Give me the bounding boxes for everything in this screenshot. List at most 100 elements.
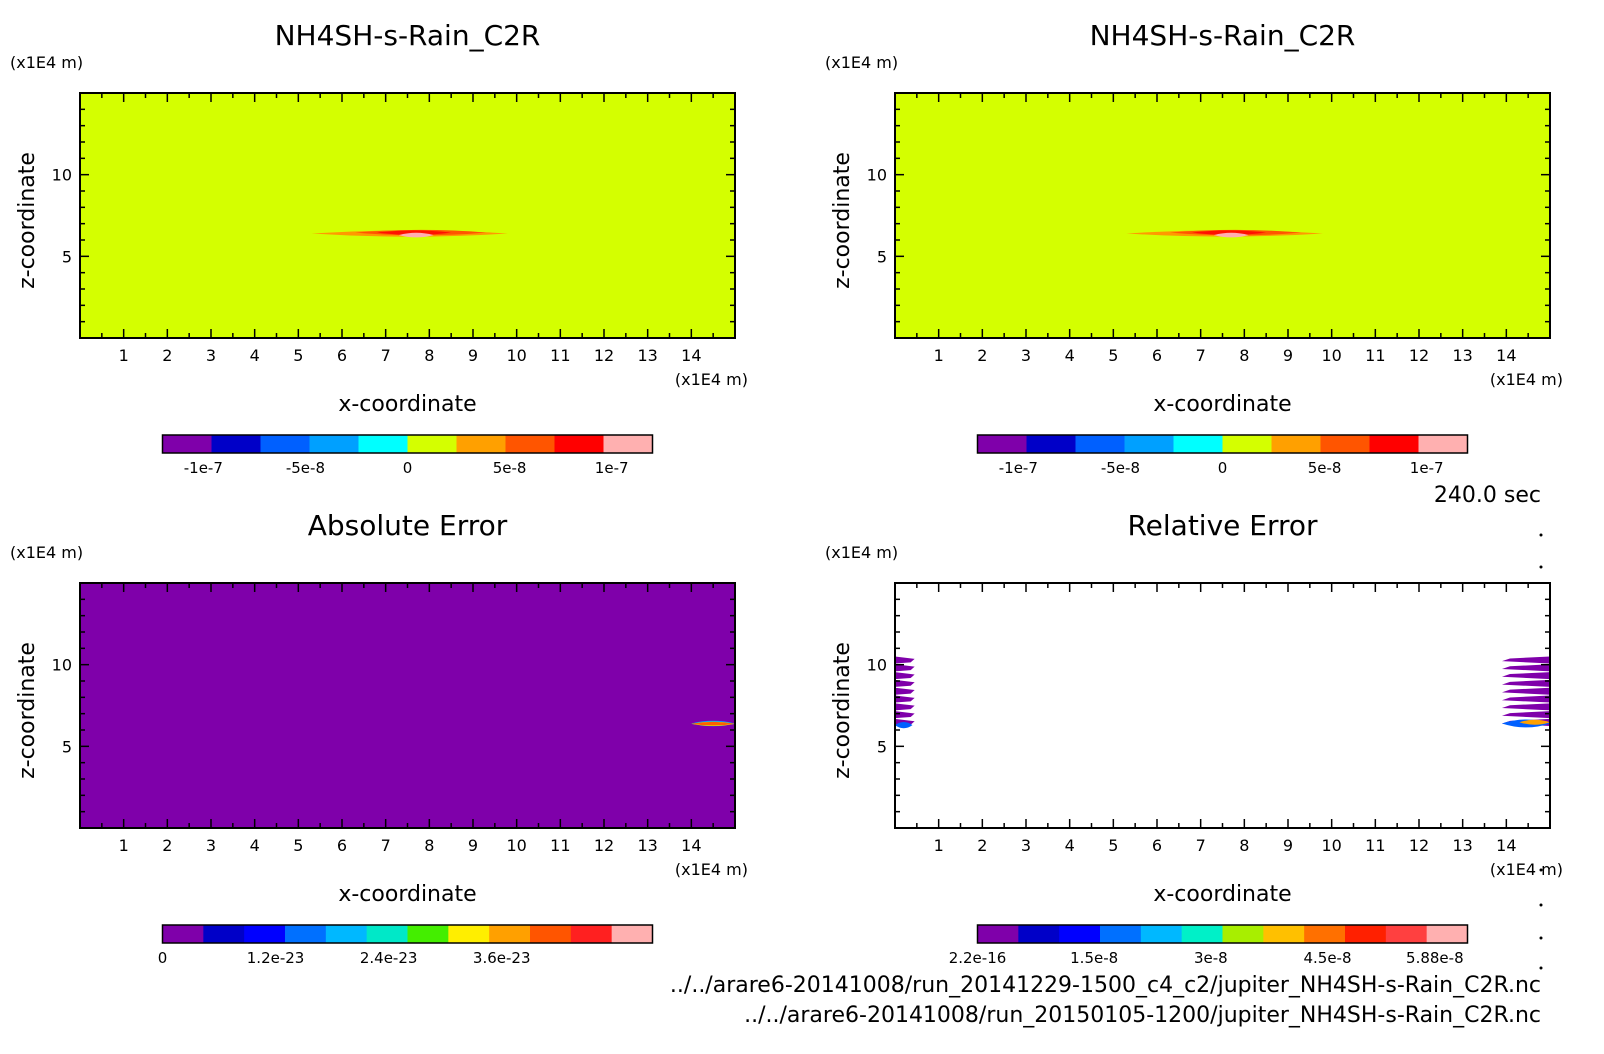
x-tick-label: 5: [293, 346, 303, 365]
y-axis-label: z-coordinate: [15, 642, 40, 779]
colorbar-segment: [977, 435, 1027, 453]
x-axis-label: x-coordinate: [338, 392, 476, 417]
marker-dot: [1539, 966, 1543, 970]
contour-band: [1501, 672, 1550, 680]
y-unit-label: (x1E4 m): [10, 543, 83, 562]
field-background: [895, 583, 1550, 828]
contour-band: [895, 664, 915, 672]
colorbar-frame: [161, 924, 654, 944]
colorbar-segment: [1018, 925, 1060, 943]
x-tick-label: 13: [637, 346, 657, 365]
contour-band: [1501, 656, 1550, 664]
colorbar-segment: [611, 925, 653, 943]
x-tick-label: 14: [681, 836, 701, 855]
x-tick-label: 4: [1065, 836, 1075, 855]
contour-band: [1519, 719, 1550, 725]
panel-title: NH4SH-s-Rain_C2R: [275, 19, 541, 52]
colorbar-frame: [976, 924, 1469, 944]
x-tick-label: 12: [594, 346, 614, 365]
colorbar-tick-label: -1e-7: [184, 459, 223, 477]
x-tick-label: 6: [337, 836, 347, 855]
colorbar-segment: [977, 925, 1019, 943]
x-tick-label: 2: [162, 346, 172, 365]
x-tick-label: 13: [1452, 346, 1472, 365]
colorbar-segment: [162, 435, 212, 453]
x-tick-label: 5: [1108, 836, 1118, 855]
panel-title: NH4SH-s-Rain_C2R: [1090, 19, 1356, 52]
x-tick-label: 12: [1409, 836, 1429, 855]
panel-4: Relative Error(x1E4 m)1 2 3 4 5 6 7 8 9 10 11 12 13 1…: [825, 509, 1563, 967]
field-features: [691, 720, 735, 727]
x-tick-label: 4: [250, 836, 260, 855]
colorbar-frame: [161, 434, 654, 454]
colorbar-segment: [203, 925, 245, 943]
marker-dot: [1539, 903, 1543, 907]
colorbar-tick-label: 1e-7: [595, 459, 629, 477]
colorbar-segment: [358, 435, 408, 453]
x-tick-label: 6: [1152, 346, 1162, 365]
x-tick-label: 7: [1196, 836, 1206, 855]
colorbar-tick-label: -1e-7: [999, 459, 1038, 477]
x-tick-label: 7: [381, 836, 391, 855]
x-tick-label: 11: [1365, 836, 1385, 855]
x-tick-label: 3: [1021, 346, 1031, 365]
colorbar-segment: [285, 925, 327, 943]
field-features: [895, 656, 1550, 729]
x-tick-label: 3: [1021, 836, 1031, 855]
contour-band: [895, 703, 915, 711]
colorbar-segment: [1124, 435, 1174, 453]
colorbar-segment: [489, 925, 531, 943]
x-tick-label: 4: [250, 346, 260, 365]
x-tick-label: 1: [119, 346, 129, 365]
colorbar-segment: [554, 435, 604, 453]
x-unit-label: (x1E4 m): [1490, 860, 1563, 879]
colorbar-tick-label: 1.2e-23: [247, 949, 305, 967]
file-path-2: ../../arare6-20141008/run_20150105-1200/…: [744, 1003, 1541, 1028]
y-tick-label: 5: [62, 247, 72, 266]
x-unit-label: (x1E4 m): [675, 370, 748, 389]
panel-2: NH4SH-s-Rain_C2R(x1E4 m)1 2 3 4 5 6 7 8 9 10 11 12 1…: [825, 19, 1563, 477]
colorbar-tick-label: 0: [403, 459, 413, 477]
contour-band: [895, 672, 915, 680]
x-tick-label: 13: [637, 836, 657, 855]
colorbar-segment: [1385, 925, 1428, 943]
y-axis-label: z-coordinate: [15, 152, 40, 289]
x-axis-label: x-coordinate: [338, 882, 476, 907]
y-axis-label: z-coordinate: [830, 152, 855, 289]
colorbar-tick-label: 1.5e-8: [1070, 949, 1118, 967]
x-axis-label: x-coordinate: [1153, 882, 1291, 907]
colorbar-segment: [530, 925, 572, 943]
colorbar-segment: [325, 925, 368, 943]
colorbar-segment: [1059, 925, 1101, 943]
marker-dot: [1539, 868, 1543, 872]
x-tick-label: 14: [681, 346, 701, 365]
colorbar-tick-label: 5.88e-8: [1406, 949, 1464, 967]
colorbar-segment: [407, 925, 449, 943]
y-axis-label: z-coordinate: [830, 642, 855, 779]
colorbar-segment: [244, 925, 286, 943]
colorbar-tick-label: -5e-8: [286, 459, 325, 477]
colorbar-segment: [309, 435, 359, 453]
x-unit-label: (x1E4 m): [675, 860, 748, 879]
x-tick-label: 3: [206, 836, 216, 855]
colorbar-segment: [1369, 435, 1419, 453]
colorbar-tick-label: 4.5e-8: [1303, 949, 1351, 967]
y-tick-label: 5: [877, 737, 887, 756]
y-tick-label: 5: [62, 737, 72, 756]
colorbar-segment: [1222, 925, 1264, 943]
marker-dot: [1539, 533, 1543, 537]
y-tick-label: 10: [52, 166, 72, 185]
colorbar-segment: [1222, 435, 1272, 453]
contour-band: [1501, 711, 1550, 719]
x-tick-label: 10: [1321, 836, 1341, 855]
field-background: [895, 93, 1550, 338]
colorbar-segment: [570, 925, 613, 943]
contour-band: [1501, 679, 1550, 687]
panel-3: Absolute Error(x1E4 m)1 2 3 4 5 6 7 8 9 10 11 12 13 1…: [10, 509, 748, 967]
time-label: 240.0 sec: [1434, 483, 1541, 508]
colorbar-tick-label: 2.4e-23: [360, 949, 418, 967]
x-tick-label: 6: [337, 346, 347, 365]
x-tick-label: 11: [550, 346, 570, 365]
contour-band: [895, 711, 915, 719]
